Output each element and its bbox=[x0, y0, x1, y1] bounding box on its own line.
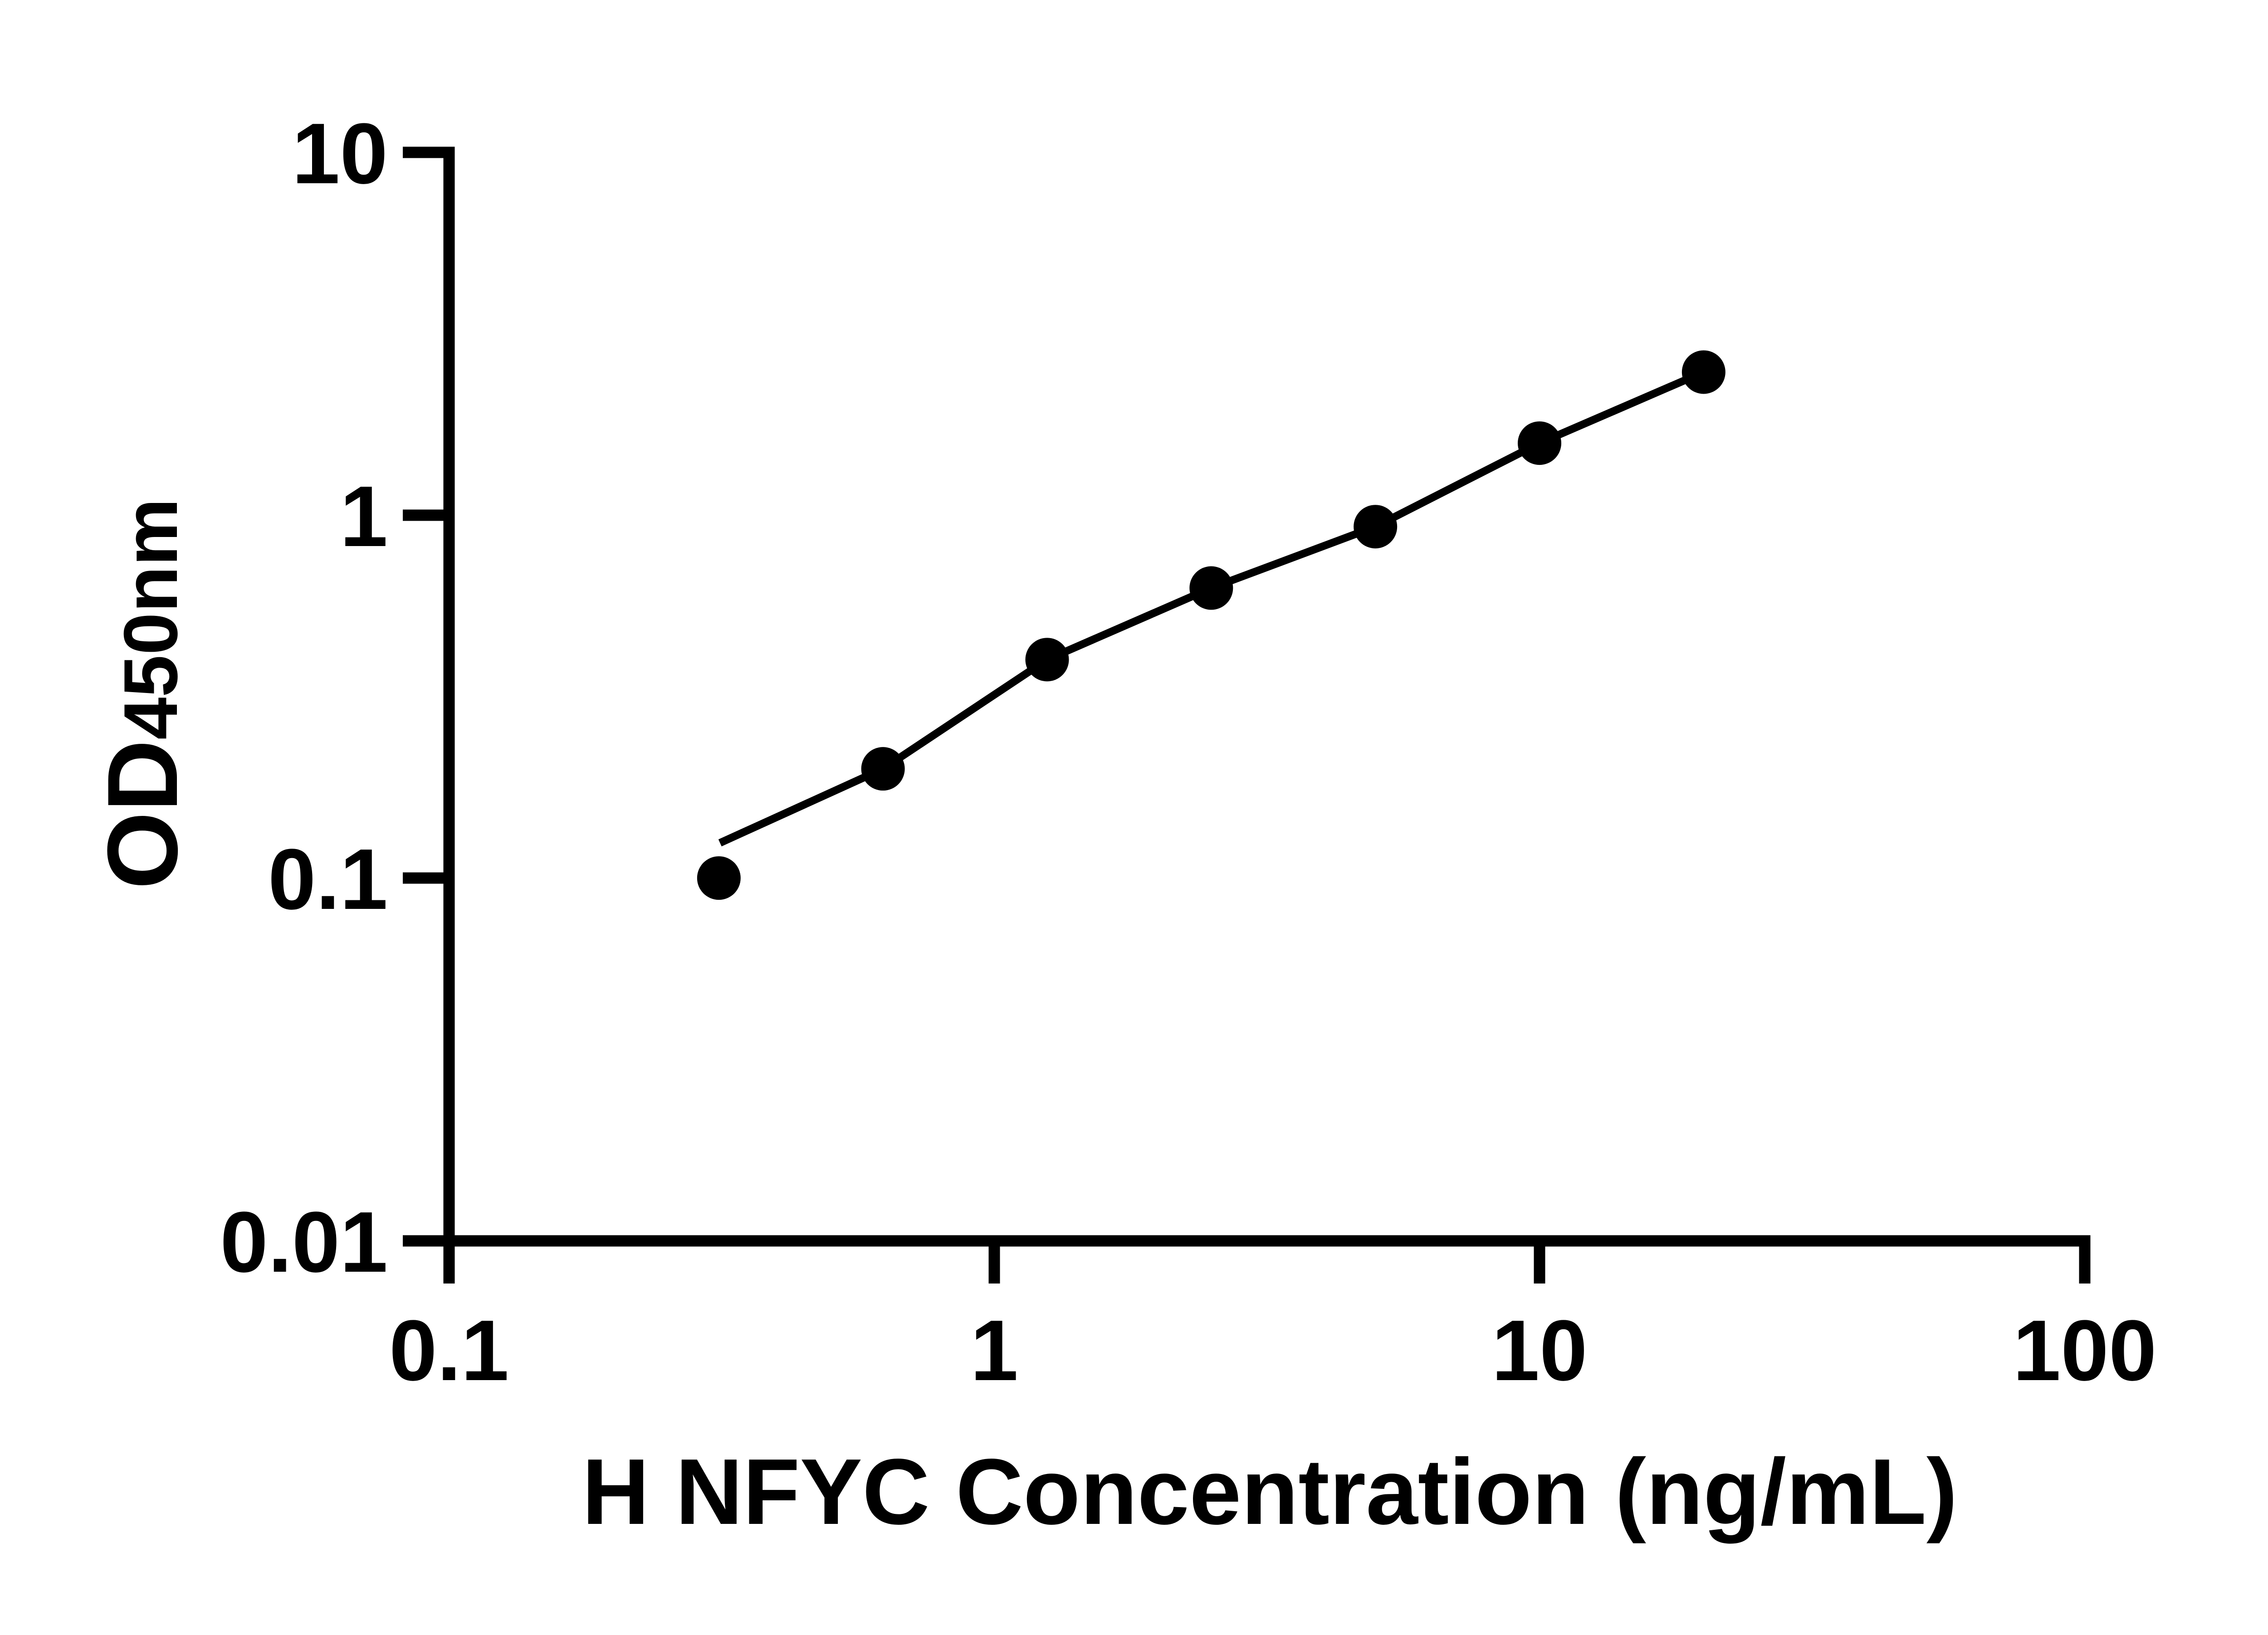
data-point-marker bbox=[1354, 505, 1398, 549]
y-tick-label: 0.1 bbox=[268, 831, 388, 927]
y-tick-label: 0.01 bbox=[220, 1194, 388, 1290]
x-tick-label: 100 bbox=[2013, 1303, 2156, 1399]
y-tick-label: 10 bbox=[292, 106, 388, 202]
y-tick-label: 1 bbox=[340, 469, 388, 565]
y-axis-title: OD450nm bbox=[87, 498, 198, 889]
data-point-marker bbox=[1189, 566, 1233, 610]
data-point-marker bbox=[1025, 638, 1069, 682]
data-point-marker bbox=[861, 747, 905, 791]
data-point-marker bbox=[697, 856, 741, 900]
data-point-marker bbox=[1681, 350, 1725, 394]
y-axis-title-main: OD bbox=[87, 740, 198, 889]
y-axis-title-subscript: 450nm bbox=[108, 498, 193, 740]
x-tick-label: 10 bbox=[1491, 1303, 1587, 1399]
data-point-marker bbox=[1518, 421, 1561, 465]
x-tick-label: 1 bbox=[970, 1303, 1018, 1399]
x-axis-title: H NFYC Concentration (ng/mL) bbox=[582, 1440, 1958, 1544]
x-tick-label: 0.1 bbox=[389, 1303, 509, 1399]
